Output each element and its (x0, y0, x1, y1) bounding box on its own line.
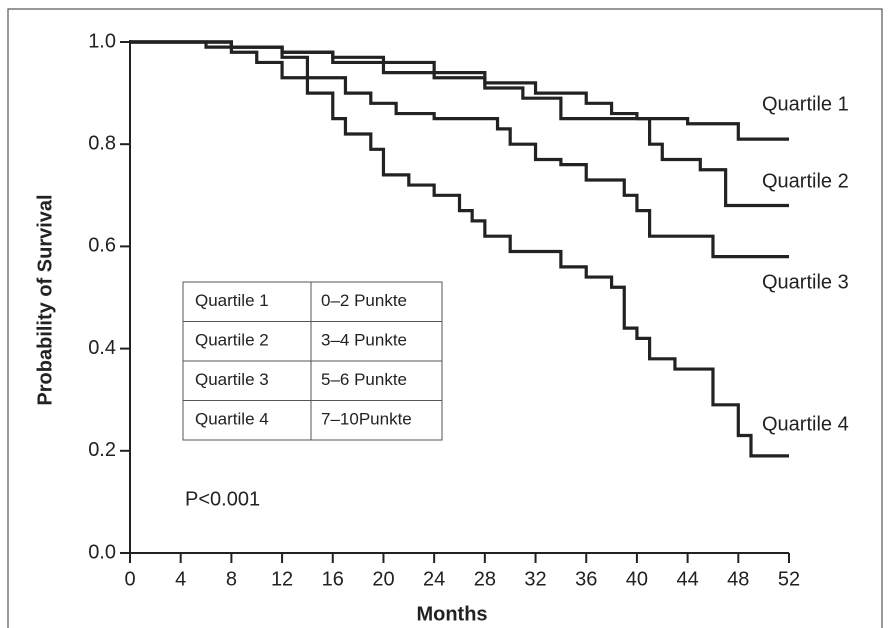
y-tick-label: 1.0 (88, 30, 116, 52)
y-tick-label: 0.2 (88, 439, 116, 461)
survival-curve (130, 40, 789, 259)
y-tick-label: 0.0 (88, 541, 116, 563)
survival-curve (130, 40, 789, 141)
frame (7, 8, 883, 628)
series-label: Quartile 3 (762, 271, 849, 293)
x-axis-label: Months (416, 603, 487, 625)
y-tick-label: 0.6 (88, 235, 116, 257)
legend-name: Quartile 2 (195, 331, 269, 350)
x-tick-label: 4 (175, 568, 186, 590)
legend-name: Quartile 1 (195, 291, 269, 310)
annotation: P<0.001 (185, 488, 260, 510)
x-tick-label: 8 (226, 568, 237, 590)
x-tick-label: 32 (524, 568, 546, 590)
legend-points: 0–2 Punkte (321, 291, 407, 310)
x-tick-label: 36 (575, 568, 597, 590)
x-tick-label: 48 (727, 568, 749, 590)
y-axis-label: Probability of Survival (34, 194, 56, 405)
series-label: Quartile 2 (762, 170, 849, 192)
x-tick-label: 28 (474, 568, 496, 590)
y-tick-label: 0.4 (88, 337, 116, 359)
x-tick-label: 12 (271, 568, 293, 590)
survival-curve (130, 40, 789, 458)
legend-name: Quartile 4 (195, 410, 269, 429)
x-tick-label: 0 (124, 568, 135, 590)
x-tick-label: 40 (626, 568, 648, 590)
series-label: Quartile 1 (762, 93, 849, 115)
y-tick-label: 0.8 (88, 132, 116, 154)
x-tick-label: 20 (372, 568, 394, 590)
x-tick-label: 24 (423, 568, 445, 590)
x-tick-label: 52 (778, 568, 800, 590)
legend-points: 7–10Punkte (321, 410, 412, 429)
legend-points: 3–4 Punkte (321, 331, 407, 350)
series-label: Quartile 4 (762, 413, 849, 435)
legend-points: 5–6 Punkte (321, 370, 407, 389)
x-tick-label: 16 (322, 568, 344, 590)
legend-name: Quartile 3 (195, 370, 269, 389)
x-tick-label: 44 (676, 568, 698, 590)
survival-curve (130, 40, 789, 208)
